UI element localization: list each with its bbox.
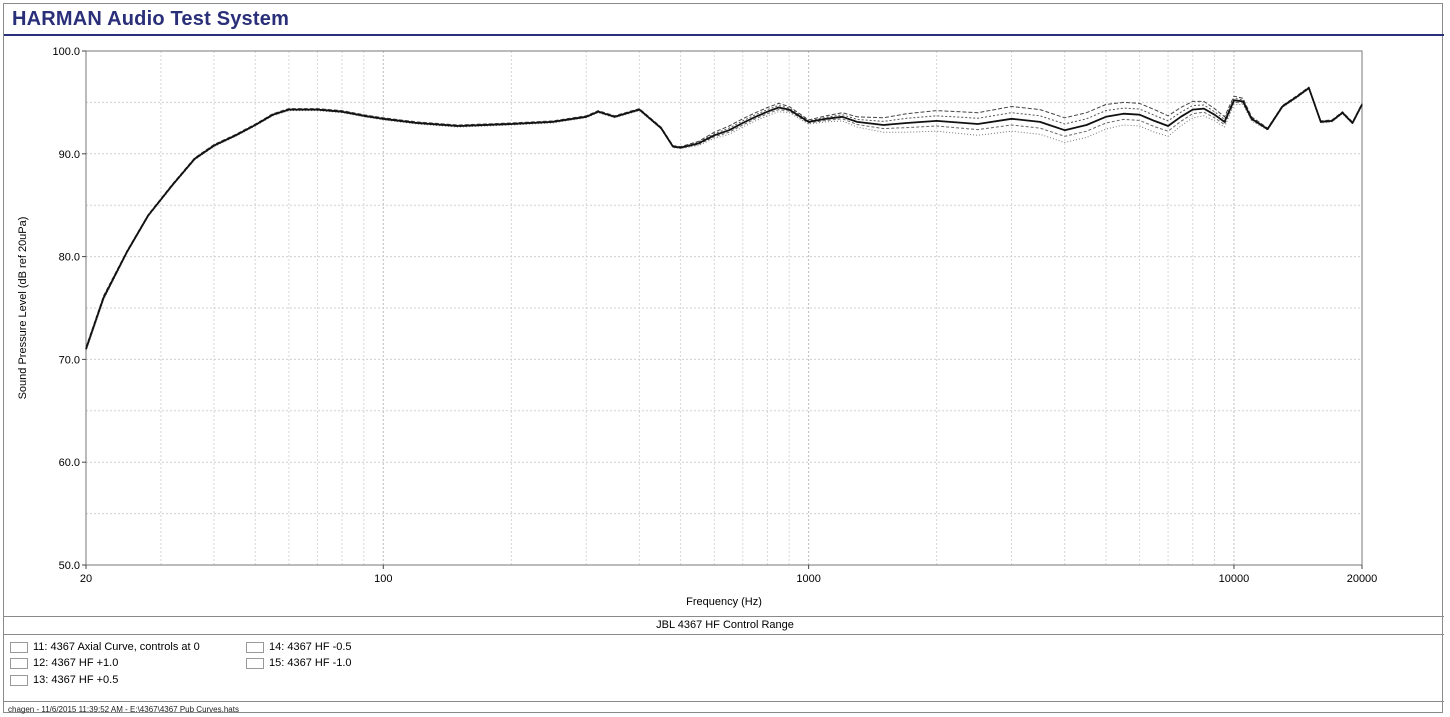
curve-swatch-icon <box>246 642 264 653</box>
footer-separator <box>4 701 1444 702</box>
x-tick-label: 100 <box>374 573 392 585</box>
legend-label: 13: 4367 HF +0.5 <box>33 674 118 686</box>
chart-subtitle: JBL 4367 HF Control Range <box>0 619 1450 631</box>
y-tick-label: 100.0 <box>52 46 80 58</box>
curve-swatch-icon <box>10 658 28 669</box>
legend-item[interactable]: 11: 4367 Axial Curve, controls at 0 <box>10 640 200 654</box>
curve-swatch-icon <box>10 642 28 653</box>
x-tick-label: 20000 <box>1347 573 1378 585</box>
footer-path: chagen - 11/6/2015 11:39:52 AM - E:\4367… <box>8 705 239 714</box>
legend-item[interactable]: 15: 4367 HF -1.0 <box>246 656 352 670</box>
y-tick-label: 90.0 <box>59 149 80 161</box>
legend-label: 14: 4367 HF -0.5 <box>269 641 352 653</box>
caption-separator-bottom <box>4 634 1444 635</box>
x-axis-label: Frequency (Hz) <box>686 596 762 608</box>
x-tick-label: 10000 <box>1219 573 1250 585</box>
legend-label: 15: 4367 HF -1.0 <box>269 657 352 669</box>
y-tick-label: 80.0 <box>59 252 80 264</box>
y-tick-label: 70.0 <box>59 354 80 366</box>
x-tick-label: 1000 <box>796 573 820 585</box>
legend-label: 11: 4367 Axial Curve, controls at 0 <box>33 641 200 653</box>
curve-swatch-icon <box>10 675 28 686</box>
y-tick-label: 60.0 <box>59 457 80 469</box>
legend-label: 12: 4367 HF +1.0 <box>33 657 118 669</box>
legend-item[interactable]: 14: 4367 HF -0.5 <box>246 640 352 654</box>
y-tick-label: 50.0 <box>59 560 80 572</box>
y-axis-label: Sound Pressure Level (dB ref 20uPa) <box>17 217 29 400</box>
frequency-response-chart: 50.0 60.0 70.0 80.0 90.0 100.0 20 100 1000 10000 2… <box>0 0 1450 640</box>
curve-swatch-icon <box>246 658 264 669</box>
caption-separator-top <box>4 616 1444 617</box>
x-tick-label: 20 <box>80 573 92 585</box>
legend-item[interactable]: 13: 4367 HF +0.5 <box>10 673 118 687</box>
legend-item[interactable]: 12: 4367 HF +1.0 <box>10 656 118 670</box>
